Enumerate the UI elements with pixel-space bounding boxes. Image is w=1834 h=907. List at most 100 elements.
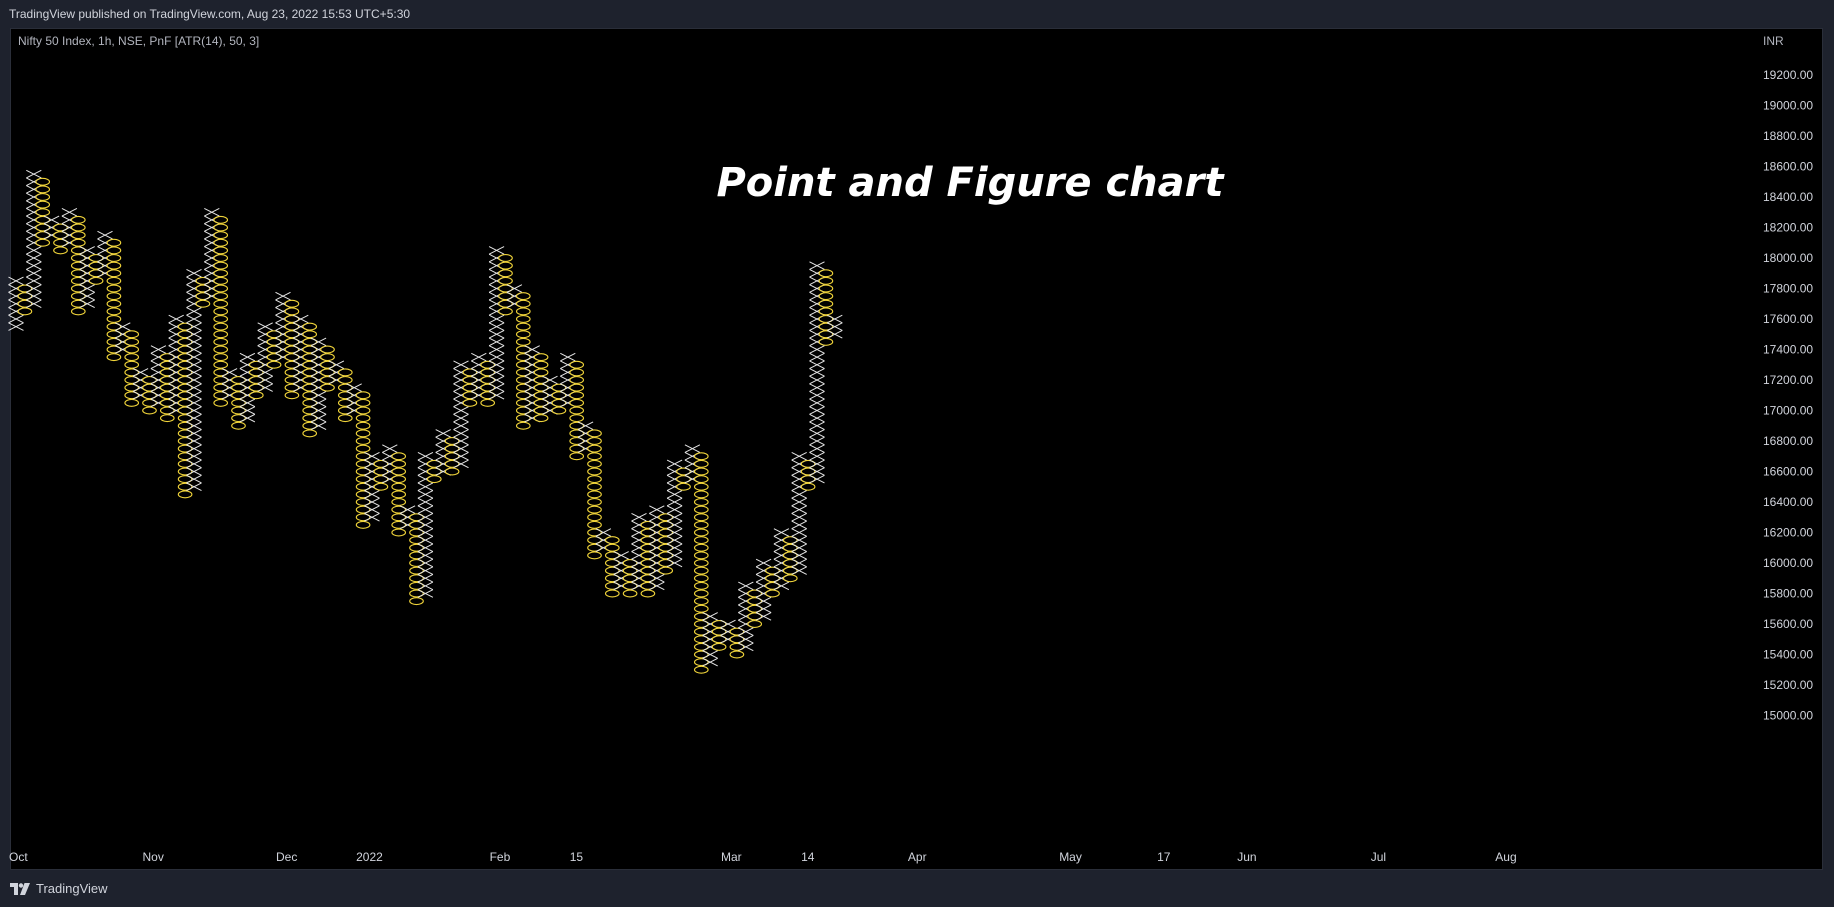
pnf-x-box (186, 467, 202, 476)
pnf-x-box (755, 612, 772, 621)
pnf-x-box (809, 398, 825, 408)
pnf-o-column (729, 627, 745, 659)
pnf-x-box (257, 375, 273, 385)
pnf-x-box (791, 505, 807, 514)
pnf-o-box (213, 238, 229, 247)
pnf-o-box (658, 520, 674, 529)
pnf-o-box (587, 536, 602, 545)
chart-pane[interactable] (10, 28, 1823, 870)
pnf-o-box (177, 368, 193, 377)
pnf-o-box (337, 398, 353, 407)
pnf-x-box (809, 421, 825, 431)
pnf-x-box (471, 352, 487, 362)
pnf-o-box (658, 566, 674, 575)
pnf-o-box (640, 581, 656, 590)
pnf-o-box (515, 307, 531, 316)
pnf-o-column (355, 391, 371, 529)
pnf-o-box (284, 368, 300, 377)
pnf-x-column (186, 268, 202, 492)
pnf-o-box (70, 254, 86, 262)
pnf-o-box (302, 330, 318, 339)
pnf-x-box (542, 375, 558, 385)
pnf-x-box (791, 558, 807, 568)
pnf-o-box (213, 269, 229, 278)
pnf-x-box (453, 429, 469, 438)
pnf-o-box (444, 444, 460, 453)
pnf-x-box (488, 390, 505, 400)
pnf-o-box (693, 597, 709, 606)
pnf-o-box (622, 559, 638, 567)
pnf-x-box (186, 329, 202, 339)
pnf-o-box (409, 551, 424, 560)
price-tick-label: 15400.00 (1763, 648, 1813, 662)
pnf-x-box (488, 368, 505, 377)
pnf-o-box (266, 337, 282, 346)
pnf-o-box (533, 376, 549, 384)
time-tick-label: Mar (721, 850, 742, 864)
pnf-o-box (604, 536, 620, 545)
pnf-o-box (284, 360, 300, 369)
pnf-x-box (417, 520, 434, 530)
pnf-x-box (417, 543, 434, 553)
pnf-o-box (124, 391, 140, 400)
pnf-o-column (498, 254, 513, 316)
pnf-o-box (177, 414, 193, 423)
pnf-x-column (542, 375, 558, 415)
pnf-o-box (302, 337, 318, 346)
pnf-o-box (409, 589, 424, 598)
pnf-o-box (818, 307, 834, 316)
pnf-o-box (711, 620, 727, 628)
pnf-o-box (195, 276, 211, 285)
pnf-o-box (213, 337, 229, 346)
pnf-o-box (551, 383, 567, 392)
pnf-o-box (373, 482, 389, 491)
pnf-x-box (453, 436, 469, 446)
pnf-o-box (391, 459, 407, 468)
pnf-o-box (765, 566, 780, 575)
pnf-o-column (35, 177, 51, 247)
pnf-o-box (355, 459, 371, 468)
pnf-o-box (213, 231, 229, 240)
pnf-x-box (364, 451, 380, 461)
pnf-o-box (177, 467, 193, 476)
footer-brand[interactable]: TradingView (36, 881, 108, 896)
time-tick-label: Nov (143, 850, 164, 864)
pnf-x-box (791, 535, 807, 545)
tradingview-logo-icon[interactable] (10, 882, 30, 895)
pnf-o-box (622, 589, 638, 598)
pnf-o-box (533, 353, 549, 362)
pnf-o-box (231, 414, 246, 423)
pnf-o-box (302, 345, 318, 354)
pnf-o-box (124, 353, 140, 362)
pnf-o-box (480, 376, 496, 384)
pnf-o-box (373, 475, 389, 484)
pnf-o-box (35, 215, 51, 224)
pnf-x-column (755, 558, 772, 621)
pnf-x-box (79, 284, 95, 293)
pnf-o-box (515, 391, 531, 400)
symbol-legend[interactable]: Nifty 50 Index, 1h, NSE, PnF [ATR(14), 5… (18, 34, 260, 48)
pnf-o-box (693, 581, 709, 590)
pnf-x-box (702, 650, 718, 659)
pnf-x-box (346, 383, 362, 392)
pnf-x-column (809, 261, 825, 484)
pnf-o-box (159, 383, 175, 392)
pnf-o-box (729, 650, 745, 659)
time-tick-label: Apr (908, 850, 927, 864)
pnf-o-box (409, 513, 424, 522)
pnf-o-column (515, 292, 531, 430)
pnf-o-column (195, 276, 211, 308)
pnf-x-box (809, 383, 825, 392)
pnf-o-box (355, 421, 371, 430)
pnf-o-box (515, 330, 531, 339)
pnf-o-box (391, 452, 407, 461)
time-tick-label: Dec (276, 850, 297, 864)
pnf-x-box (453, 406, 469, 415)
pnf-x-box (809, 390, 825, 400)
pnf-o-box (587, 452, 602, 461)
price-tick-label: 17000.00 (1763, 404, 1813, 418)
pnf-x-box (186, 474, 202, 484)
pnf-o-column (533, 353, 549, 423)
pnf-o-box (711, 635, 727, 644)
